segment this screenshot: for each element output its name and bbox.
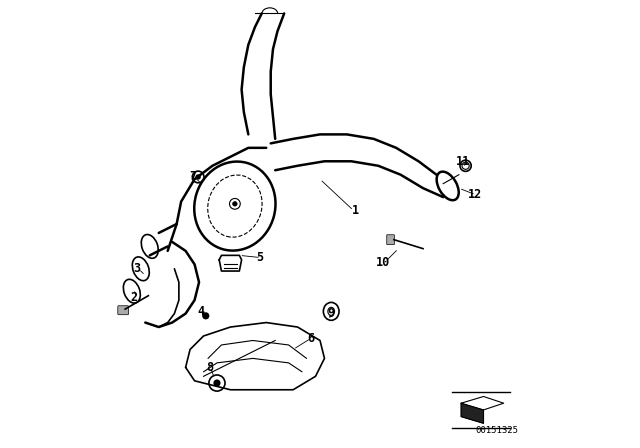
Circle shape: [233, 202, 237, 206]
Text: 9: 9: [328, 307, 335, 320]
Text: 11: 11: [456, 155, 470, 168]
Circle shape: [195, 174, 201, 180]
Polygon shape: [461, 403, 484, 423]
Text: 7: 7: [189, 170, 196, 184]
Text: 3: 3: [132, 262, 140, 276]
Text: 2: 2: [131, 291, 138, 305]
FancyBboxPatch shape: [118, 306, 129, 314]
Text: 00151325: 00151325: [476, 426, 518, 435]
Text: 12: 12: [467, 188, 482, 202]
Text: 8: 8: [207, 361, 214, 374]
Text: 1: 1: [352, 204, 360, 217]
FancyBboxPatch shape: [387, 235, 394, 245]
Circle shape: [202, 312, 209, 319]
Text: 6: 6: [307, 332, 315, 345]
Circle shape: [213, 379, 221, 387]
Text: 4: 4: [198, 305, 205, 318]
Text: 5: 5: [256, 251, 263, 264]
Text: 10: 10: [376, 255, 390, 269]
